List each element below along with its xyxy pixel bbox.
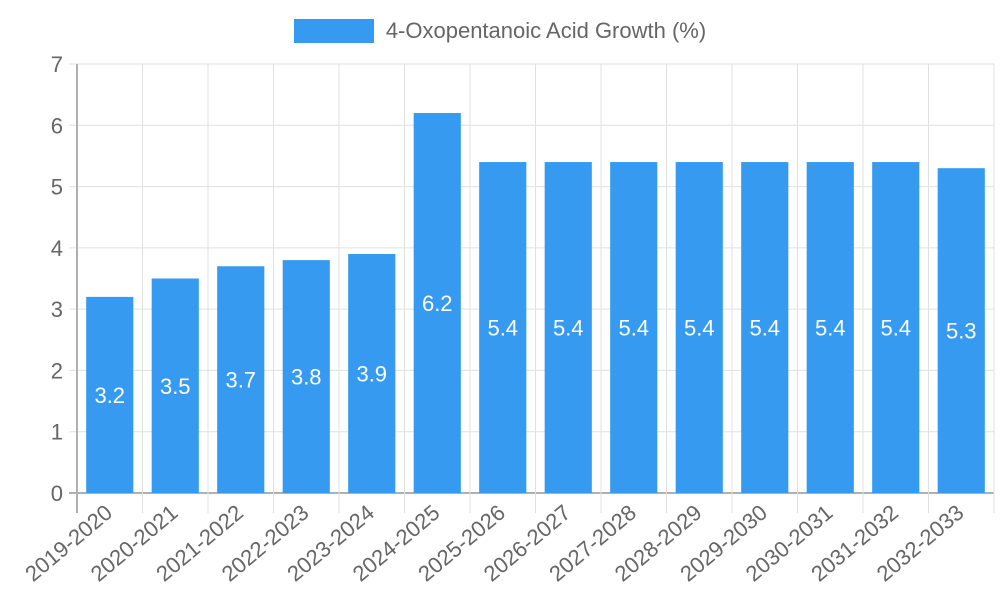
bar[interactable] <box>282 260 330 493</box>
bar-value-label: 5.4 <box>880 316 911 341</box>
y-tick-label: 0 <box>51 481 63 506</box>
bar-value-label: 5.4 <box>684 316 715 341</box>
bar-value-label: 3.2 <box>94 383 125 408</box>
bar[interactable] <box>741 162 789 494</box>
bar-value-label: 5.4 <box>815 316 846 341</box>
bar[interactable] <box>217 266 265 493</box>
y-tick-label: 7 <box>51 52 63 77</box>
bar-value-label: 5.3 <box>946 319 977 344</box>
bar[interactable] <box>675 162 723 494</box>
bar-value-label: 5.4 <box>749 316 780 341</box>
y-tick-label: 5 <box>51 175 63 200</box>
bar-value-label: 5.4 <box>487 316 518 341</box>
bar-value-label: 5.4 <box>618 316 649 341</box>
legend-swatch[interactable] <box>293 19 374 43</box>
bar[interactable] <box>872 162 920 494</box>
bar[interactable] <box>937 168 985 493</box>
y-tick-label: 6 <box>51 113 63 138</box>
bar[interactable] <box>413 113 461 494</box>
data-labels: 3.2 3.5 3.7 3.8 3.9 6.2 5.4 5.4 5.4 5.4 5.4 5.4 5.4 5… <box>94 291 976 408</box>
bar-value-label: 3.5 <box>160 374 191 399</box>
bar[interactable] <box>610 162 658 494</box>
legend-label: 4-Oxopentanoic Acid Growth (%) <box>385 18 707 43</box>
y-tick-label: 4 <box>51 236 63 261</box>
bar-value-label: 3.8 <box>291 365 322 390</box>
bar-value-label: 5.4 <box>553 316 584 341</box>
gridlines <box>69 63 995 513</box>
bar[interactable] <box>806 162 854 494</box>
y-tick-label: 2 <box>51 358 63 383</box>
y-tick-label: 1 <box>51 420 63 445</box>
bar-value-label: 3.9 <box>356 361 387 386</box>
bar[interactable] <box>86 296 134 493</box>
bar[interactable] <box>544 162 592 494</box>
bar[interactable] <box>479 162 527 494</box>
bar-value-label: 3.7 <box>225 368 256 393</box>
legend: 4-Oxopentanoic Acid Growth (%) <box>0 18 1000 44</box>
bar-value-label: 6.2 <box>422 291 453 316</box>
bars <box>86 113 985 494</box>
y-tick-label: 3 <box>51 297 63 322</box>
bar[interactable] <box>348 253 396 493</box>
bar[interactable] <box>151 278 199 494</box>
